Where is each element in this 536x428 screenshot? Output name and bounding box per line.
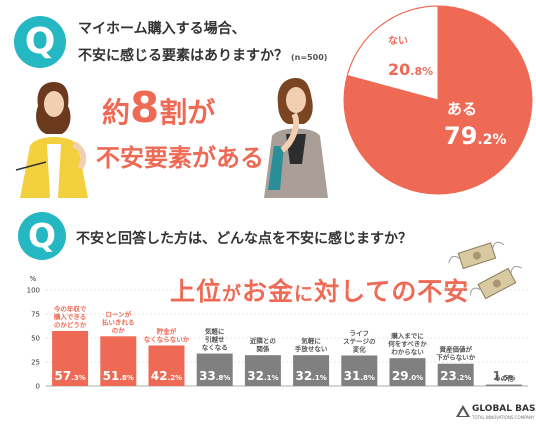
- pie-slices: [343, 5, 533, 195]
- bar-category-label: 気軽に引越せなくなる: [202, 327, 228, 352]
- brand-subtitle: TOTAL INNOVATIONS COMPANY: [472, 415, 535, 420]
- pie-label-yes: ある: [447, 100, 477, 118]
- bar: [196, 353, 233, 386]
- question-1-line-1: マイホーム購入する場合、: [78, 21, 246, 37]
- banner-part-5: 対しての: [314, 277, 418, 306]
- headline-suffix: 割が: [159, 96, 216, 129]
- bar: [100, 336, 137, 386]
- y-tick-label: 75: [31, 311, 40, 319]
- bar-value-label: 51.8%: [103, 369, 134, 383]
- bar-value-label: 23.2%: [440, 369, 471, 383]
- flying-money-icon: [448, 241, 522, 300]
- banner-part-6: 不安: [417, 277, 470, 306]
- banner-part-1: 上位: [170, 277, 223, 306]
- pie-label-no: ない: [388, 35, 408, 47]
- headline-line-1: 約8割が: [102, 87, 216, 133]
- pie-chart: ない ある: [343, 5, 533, 195]
- pie-outline: [343, 5, 533, 195]
- bar-category-label: 気軽に手放せない: [295, 336, 328, 353]
- bar-value-label: 1.5%: [492, 369, 515, 383]
- y-tick-label: 25: [31, 359, 40, 367]
- woman-illustration-left: [15, 82, 88, 198]
- bar-value-labels: 57.3% 51.8% 42.2% 33.8% 32.1% 32.1% 31.8% 29.0%…: [54, 369, 515, 383]
- headline-prefix: 約: [102, 96, 131, 129]
- brand-mark-icon: [456, 405, 470, 417]
- question-1-text: 不安に感じる要素はありますか？: [78, 48, 288, 64]
- question-1-badge: Q: [14, 16, 66, 68]
- y-axis-unit: %: [30, 275, 37, 283]
- bar-category-label: 資産価値が下がらないか: [436, 345, 476, 362]
- bar-category-label: 近隣との関係: [250, 336, 276, 353]
- sample-size: (n=500): [291, 53, 328, 62]
- bar-value-label: 31.8%: [344, 369, 375, 383]
- banner-part-2: が: [222, 283, 243, 305]
- bar: [293, 355, 330, 386]
- bar-category-label: その他: [494, 374, 514, 383]
- bar: [485, 384, 522, 386]
- headline-number: 8: [130, 83, 160, 132]
- bar-value-label: 33.8%: [199, 369, 230, 383]
- question-1-line-2: 不安に感じる要素はありますか？ (n=500): [78, 45, 327, 65]
- pie-value-yes-text: 79.2%: [444, 122, 507, 150]
- bar-value-label: 57.3%: [54, 369, 85, 383]
- bar-value-label: 42.2%: [151, 369, 182, 383]
- brand-name: GLOBAL BASE: [472, 404, 536, 414]
- bar: [341, 355, 378, 386]
- bar: [52, 330, 89, 386]
- pie-slice-yes: [344, 6, 532, 195]
- pie-value-no-dec: .8%: [410, 65, 434, 78]
- banner-part-4: に: [294, 283, 315, 305]
- chart-banner: 上位がお金に対しての不安: [170, 272, 469, 308]
- bar-category-label: 購入までに何をすべきかわからない: [388, 331, 427, 356]
- pie-value-yes-dec: .2%: [477, 132, 507, 148]
- headline-line-2: 不安要素がある: [96, 144, 264, 172]
- bar-category-label: ライフステージの変化: [343, 329, 376, 353]
- bar: [244, 355, 281, 386]
- bar-value-label: 32.1%: [247, 369, 278, 383]
- y-tick-label: 0: [36, 383, 40, 391]
- question-2-badge: Q: [18, 212, 66, 260]
- pie-value-yes-int: 79: [444, 122, 478, 150]
- woman-illustration-right: [264, 78, 328, 198]
- bars: [52, 330, 522, 386]
- y-tick-label: 100: [27, 287, 40, 295]
- bar: [148, 345, 185, 386]
- bar-category-label: ローンが払いきれるのか: [102, 309, 135, 334]
- bar-chart: % 0 25 50 75 100 57.3% 51.8% 42.2% 33.8% 32.1% 32…: [27, 275, 528, 391]
- question-2-text: 不安と回答した方は、どんな点を不安に感じますか？: [76, 231, 412, 247]
- bar-value-label: 29.0%: [392, 369, 423, 383]
- bar-category-label: 今の年収で購入できるのかどうか: [53, 304, 87, 329]
- banner-part-3: お金: [242, 277, 295, 306]
- bar: [389, 358, 426, 386]
- bar-category-label: 貯金がなくならないか: [144, 326, 190, 343]
- bar: [437, 363, 474, 386]
- pie-value-no-text: 20.8%: [388, 60, 433, 79]
- y-tick-label: 50: [31, 335, 40, 343]
- bar-value-label: 32.1%: [295, 369, 326, 383]
- pie-value-no-int: 20: [388, 60, 411, 79]
